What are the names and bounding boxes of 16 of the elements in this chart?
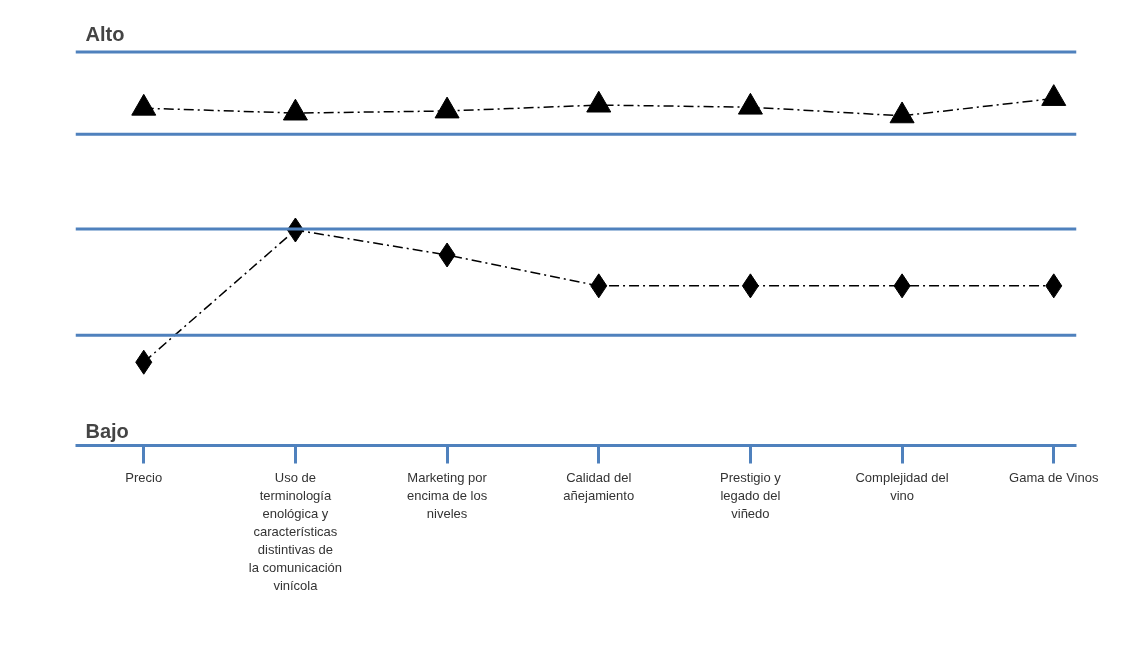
x-tick-label: Uso de terminología enológica y características distintivas de la comunicación vinícola (248, 469, 343, 593)
point (131, 93, 157, 116)
x-tick-label: Precio (125, 469, 163, 485)
point (889, 101, 915, 124)
point (737, 92, 763, 115)
point (586, 90, 612, 113)
x-tick-label: Complejidad del vino (855, 469, 949, 503)
x-tick-label: Prestigio y legado del viñedo (720, 469, 782, 521)
text: Alto (85, 22, 125, 45)
point (1041, 84, 1067, 106)
point (434, 96, 460, 119)
x-tick-label: Gama de Vinos (1009, 469, 1099, 485)
x-tick-label: Calidad del añejamiento (563, 469, 635, 503)
point (282, 98, 308, 121)
x-tick-label: Marketing por encima de los niveles (406, 469, 488, 521)
annotation: Bajo (85, 419, 129, 442)
